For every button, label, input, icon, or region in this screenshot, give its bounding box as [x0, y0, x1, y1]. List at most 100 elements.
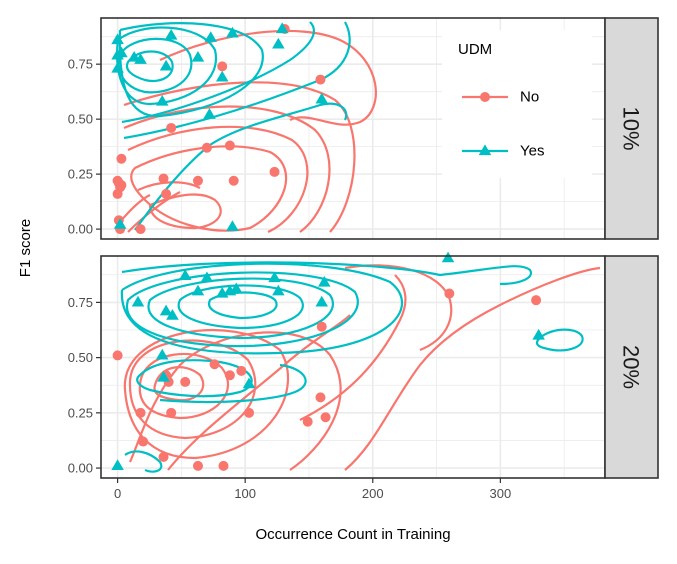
y-axis-title: F1 score [17, 219, 34, 277]
data-point-no [135, 407, 146, 418]
data-point-no [112, 350, 123, 361]
legend-label: Yes [520, 143, 544, 160]
data-point-no [224, 140, 235, 151]
contour-yes [120, 262, 403, 355]
data-point-no [269, 166, 280, 177]
contour-no [123, 105, 331, 233]
x-tick-label: 100 [234, 486, 256, 501]
contour-no [127, 125, 309, 233]
contour-yes [136, 359, 253, 398]
data-point-no [217, 61, 228, 72]
data-point-yes [166, 309, 179, 320]
legend-key-marker [478, 144, 492, 156]
data-point-yes [226, 220, 239, 231]
contour-yes [124, 450, 163, 473]
data-point-no [135, 224, 146, 235]
data-point-no [158, 452, 169, 463]
data-point-no [192, 460, 203, 471]
x-axis: 0 100 200 300 [114, 478, 511, 501]
data-point-yes [155, 94, 169, 106]
data-point-yes [159, 59, 173, 71]
x-tick-label: 300 [490, 486, 512, 501]
data-point-no [158, 173, 169, 184]
data-point-no [116, 180, 127, 191]
contour-no [344, 266, 601, 471]
data-point-no [192, 175, 203, 186]
data-point-yes [131, 295, 145, 307]
data-point-yes [155, 348, 169, 360]
data-point-no [161, 188, 172, 199]
data-point-yes [157, 370, 170, 382]
contour-no [130, 145, 288, 232]
data-point-yes [318, 275, 331, 287]
contour-no [148, 193, 222, 230]
contour-no [167, 314, 351, 471]
data-point-yes [164, 28, 178, 40]
data-point-no [320, 412, 331, 423]
contour-no [138, 352, 229, 420]
density-contours [116, 21, 377, 233]
contour-no [123, 329, 290, 460]
data-point-no [209, 359, 220, 370]
data-point-no [224, 370, 235, 381]
facet-strip-label: 20% [619, 345, 644, 389]
legend-background [442, 30, 592, 178]
data-point-yes [134, 53, 147, 64]
density-contours [120, 261, 601, 473]
x-tick-label: 0 [114, 486, 121, 501]
contour-yes [123, 21, 351, 140]
data-point-yes [229, 282, 243, 294]
data-point-yes [272, 284, 285, 296]
contour-yes [125, 271, 359, 348]
panel-points [111, 22, 329, 235]
data-point-yes [532, 328, 545, 340]
facet-strip [604, 17, 659, 240]
y-tick-label: 0.00 [68, 461, 93, 476]
data-point-yes [203, 108, 216, 119]
legend-title: UDM [458, 41, 492, 58]
data-point-no [166, 407, 177, 418]
data-point-yes [191, 50, 205, 62]
data-point-no [218, 460, 229, 471]
data-point-yes [111, 459, 124, 470]
data-point-no [531, 295, 542, 306]
data-point-no [444, 288, 455, 299]
contour-no [299, 274, 407, 421]
y-tick-label: 0.25 [68, 167, 93, 182]
legend-entries: No Yes [462, 89, 544, 160]
facet-strip-label: 10% [619, 106, 644, 150]
data-point-yes [111, 33, 124, 45]
legend-label: No [520, 89, 539, 106]
data-point-yes [315, 295, 329, 307]
legend-key-marker [480, 92, 490, 102]
data-point-no [166, 122, 177, 133]
data-point-no [228, 175, 239, 186]
data-point-yes [226, 26, 239, 38]
data-point-yes [315, 92, 329, 104]
contour-yes [117, 37, 193, 94]
data-point-yes [111, 61, 124, 73]
data-point-no [201, 142, 212, 153]
data-point-yes [178, 269, 192, 280]
contour-yes [147, 277, 334, 340]
data-point-no [116, 153, 127, 164]
data-point-yes [275, 22, 289, 34]
data-point-yes [191, 284, 205, 296]
data-point-no [316, 321, 327, 332]
contour-yes [159, 363, 307, 404]
data-point-yes [200, 271, 214, 283]
data-point-no [138, 436, 149, 447]
y-tick-label: 0.00 [68, 222, 93, 237]
contour-no [128, 339, 257, 440]
x-tick-label: 200 [362, 486, 384, 501]
contour-yes [125, 50, 174, 83]
data-point-no [244, 407, 255, 418]
data-point-no [315, 392, 326, 403]
y-axis: 0.00 0.25 0.50 0.75 0.00 0.25 0.50 0.75 [68, 57, 101, 476]
contour-yes [121, 21, 315, 124]
data-point-no [302, 416, 313, 427]
y-tick-label: 0.50 [68, 350, 93, 365]
x-axis-title: Occurrence Count in Training [255, 526, 450, 543]
contour-no [127, 191, 181, 233]
